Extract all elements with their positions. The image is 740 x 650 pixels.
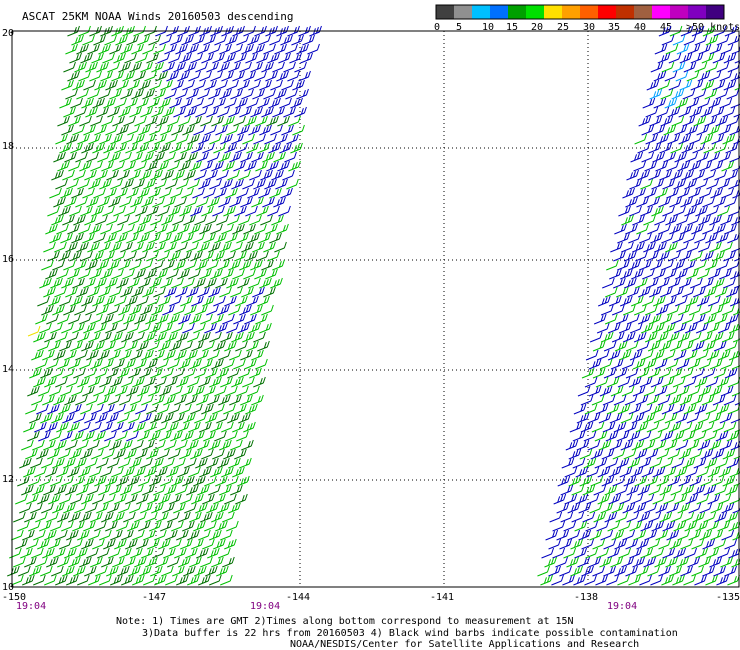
pass-time-1: 19:04 <box>16 601 46 612</box>
colorbar-swatch <box>490 5 509 19</box>
lat-label-14: 14 <box>2 364 14 375</box>
colorbar-swatch <box>652 5 671 19</box>
colorbar-swatch <box>634 5 653 19</box>
colorbar-swatch <box>472 5 491 19</box>
grid-lines <box>12 31 739 587</box>
lon-label-147: -147 <box>142 592 166 603</box>
colorbar-swatch <box>436 5 455 19</box>
lon-label-138: -138 <box>574 592 598 603</box>
colorbar-swatch <box>670 5 689 19</box>
lon-label-150: -150 <box>2 592 26 603</box>
colorbar-swatch <box>616 5 635 19</box>
lon-label-135: -135 <box>716 592 740 603</box>
note-line-2: 3)Data buffer is 22 hrs from 20160503 4)… <box>142 628 678 639</box>
colorbar-label: 10 <box>482 22 494 33</box>
wind-barbs <box>7 25 740 586</box>
colorbar-swatch <box>544 5 563 19</box>
colorbar-label: 0 <box>434 22 440 33</box>
colorbar-swatch <box>580 5 599 19</box>
colorbar-label: 20 <box>531 22 543 33</box>
colorbar-label: 35 <box>608 22 620 33</box>
colorbar-label: 45 <box>660 22 672 33</box>
colorbar-swatch <box>688 5 707 19</box>
note-line-1: Note: 1) Times are GMT 2)Times along bot… <box>116 616 574 627</box>
colorbar-label: 25 <box>557 22 569 33</box>
pass-time-3: 19:04 <box>607 601 637 612</box>
lon-label-144: -144 <box>286 592 310 603</box>
lat-label-10: 10 <box>2 582 14 593</box>
colorbar-swatch <box>706 5 725 19</box>
colorbar-label: 15 <box>506 22 518 33</box>
colorbar-swatch <box>508 5 527 19</box>
colorbar-swatch <box>526 5 545 19</box>
lon-label-141: -141 <box>430 592 454 603</box>
lat-label-20: 20 <box>2 28 14 39</box>
plot-frame <box>11 30 740 588</box>
lat-label-12: 12 <box>2 474 14 485</box>
colorbar-label: >50 knots <box>686 22 740 33</box>
lat-label-16: 16 <box>2 254 14 265</box>
colorbar-swatch <box>598 5 617 19</box>
map-title: ASCAT 25KM NOAA Winds 20160503 descendin… <box>22 10 294 23</box>
colorbar-swatch <box>562 5 581 19</box>
pass-time-2: 19:04 <box>250 601 280 612</box>
colorbar-label: 30 <box>583 22 595 33</box>
lat-label-18: 18 <box>2 141 14 152</box>
colorbar-label: 40 <box>634 22 646 33</box>
colorbar-legend: 0 5 10 15 20 25 30 35 40 45 >50 knots <box>434 4 740 33</box>
colorbar-swatch <box>454 5 473 19</box>
note-line-3: NOAA/NESDIS/Center for Satellite Applica… <box>290 639 640 650</box>
colorbar-label: 5 <box>456 22 462 33</box>
